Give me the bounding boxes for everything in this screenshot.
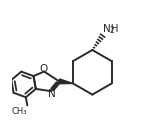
Polygon shape [59, 79, 73, 84]
Text: N: N [48, 90, 55, 100]
Text: O: O [39, 64, 47, 74]
Text: CH₃: CH₃ [11, 107, 27, 116]
Text: NH: NH [103, 24, 118, 34]
Text: 2: 2 [109, 26, 114, 35]
